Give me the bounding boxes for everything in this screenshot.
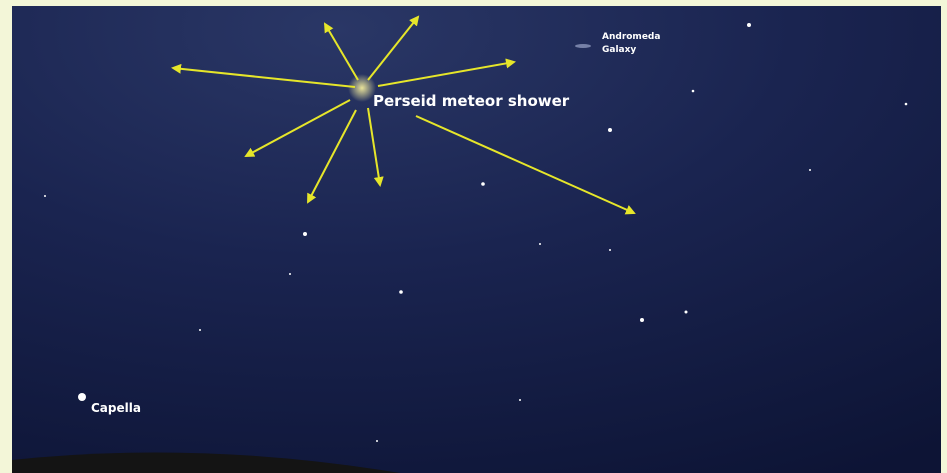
galaxy [575, 44, 591, 48]
radiant-label: Perseid meteor shower [373, 92, 570, 110]
meteor-arrows [171, 15, 636, 215]
sky [12, 6, 941, 473]
radiant-glow [348, 74, 376, 102]
star-label: Capella [91, 401, 141, 415]
galaxy-label: Andromeda [602, 32, 660, 42]
stars [44, 23, 908, 442]
horizon [12, 452, 400, 473]
galaxy-label: Galaxy [602, 45, 636, 55]
